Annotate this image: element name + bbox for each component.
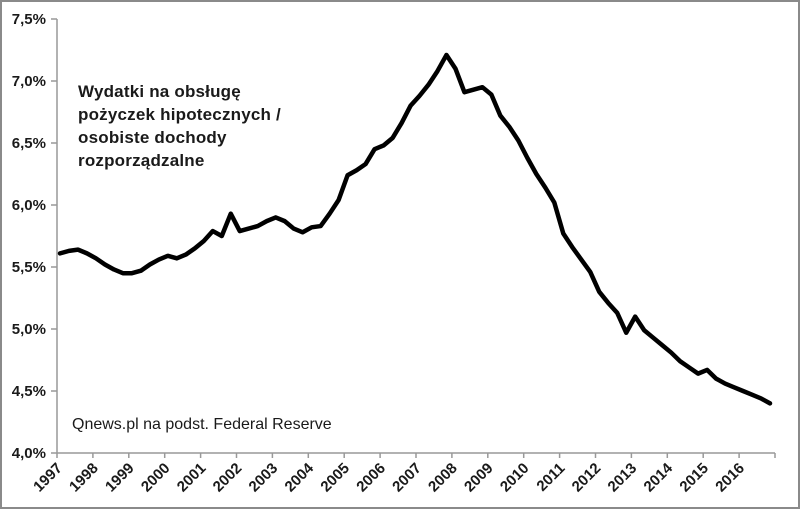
x-tick-label: 1999 — [102, 460, 138, 496]
y-tick-label: 5,0% — [12, 321, 46, 338]
x-tick-label: 2005 — [317, 460, 353, 496]
x-tick-label: 2008 — [425, 460, 461, 496]
x-tick-label: 2007 — [389, 460, 425, 496]
chart-title: Wydatki na obsługę pożyczek hipotecznych… — [78, 80, 281, 172]
x-tick-label: 2011 — [533, 460, 568, 495]
x-tick-label: 2012 — [569, 460, 605, 496]
x-tick-label: 2000 — [138, 460, 174, 496]
x-tick-label: 2003 — [246, 460, 282, 496]
x-tick-label: 2002 — [210, 460, 246, 496]
chart-title-line: Wydatki na obsługę — [78, 82, 241, 101]
x-tick-label: 2004 — [282, 459, 318, 495]
y-tick-label: 5,5% — [12, 259, 46, 276]
x-tick-label: 2013 — [605, 460, 641, 496]
x-tick-label: 2010 — [497, 460, 533, 496]
chart-title-line: osobiste dochody — [78, 128, 227, 147]
y-tick-label: 7,5% — [12, 11, 46, 28]
x-tick-label: 2001 — [174, 460, 210, 496]
x-tick-label: 2006 — [353, 460, 389, 496]
source-note: Qnews.pl na podst. Federal Reserve — [72, 416, 332, 433]
chart-title-line: rozporządzalne — [78, 151, 205, 170]
y-tick-label: 6,0% — [12, 197, 46, 214]
y-tick-label: 4,0% — [12, 445, 46, 462]
x-tick-label: 2016 — [712, 460, 748, 496]
x-tick-label: 2015 — [676, 460, 712, 496]
x-tick-label: 1997 — [30, 460, 66, 496]
x-tick-label: 2009 — [461, 460, 497, 496]
x-tick-label: 1998 — [66, 460, 102, 496]
y-tick-label: 4,5% — [12, 383, 46, 400]
chart-title-line: pożyczek hipotecznych / — [78, 105, 281, 124]
data-line — [57, 52, 773, 406]
y-tick-label: 6,5% — [12, 135, 46, 152]
x-tick-label: 2014 — [641, 459, 677, 495]
y-tick-label: 7,0% — [12, 73, 46, 90]
